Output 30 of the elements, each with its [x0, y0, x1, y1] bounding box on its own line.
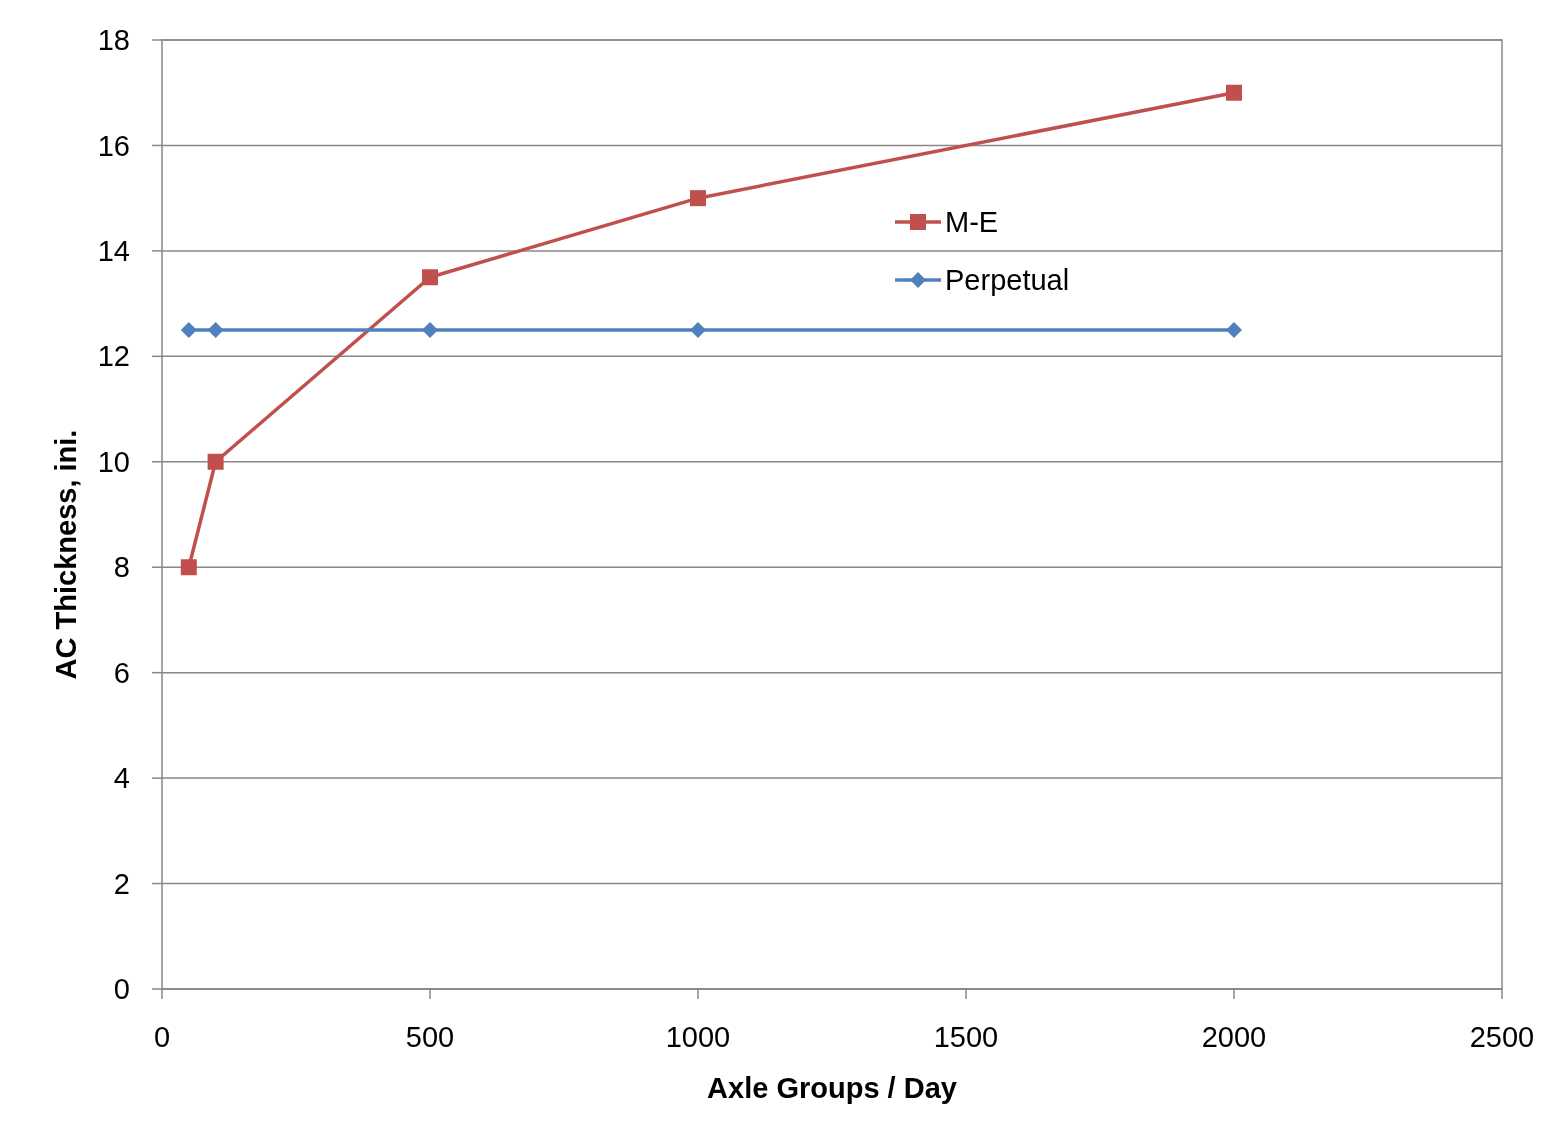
point: [207, 453, 224, 470]
x-tick-label: 2500: [1469, 1021, 1535, 1053]
x-tick-label: 500: [405, 1021, 455, 1053]
y-tick-label: 6: [113, 656, 130, 689]
point: [422, 321, 438, 338]
point: [690, 321, 706, 338]
y-tick-label: 12: [97, 340, 130, 373]
y-tick-label: 2: [113, 867, 130, 900]
x-tick-label: 1500: [933, 1021, 999, 1053]
y-tick-label: 10: [97, 445, 130, 478]
y-tick-label: 8: [113, 551, 130, 584]
point: [207, 321, 224, 338]
y-axis-title: AC Thickness, ini.: [50, 429, 82, 680]
y-tick-label: 4: [113, 762, 130, 795]
x-axis-title: Axle Groups / Day: [707, 1072, 957, 1104]
y-tick-label: 18: [97, 24, 130, 57]
point: [422, 269, 438, 286]
y-tick-label: 0: [113, 973, 130, 1006]
x-tick-label: 2000: [1201, 1021, 1267, 1053]
point: [180, 321, 197, 338]
legend-label: M-E: [945, 206, 999, 239]
point: [1226, 84, 1242, 101]
x-tick-label: 0: [153, 1021, 171, 1053]
y-tick-label: 16: [97, 129, 130, 162]
point: [1226, 321, 1242, 338]
x-tick-label: 1000: [665, 1021, 731, 1053]
point: [180, 559, 197, 576]
point: [690, 190, 706, 207]
y-tick-label: 14: [97, 235, 130, 268]
legend-label: Perpetual: [945, 264, 1070, 297]
